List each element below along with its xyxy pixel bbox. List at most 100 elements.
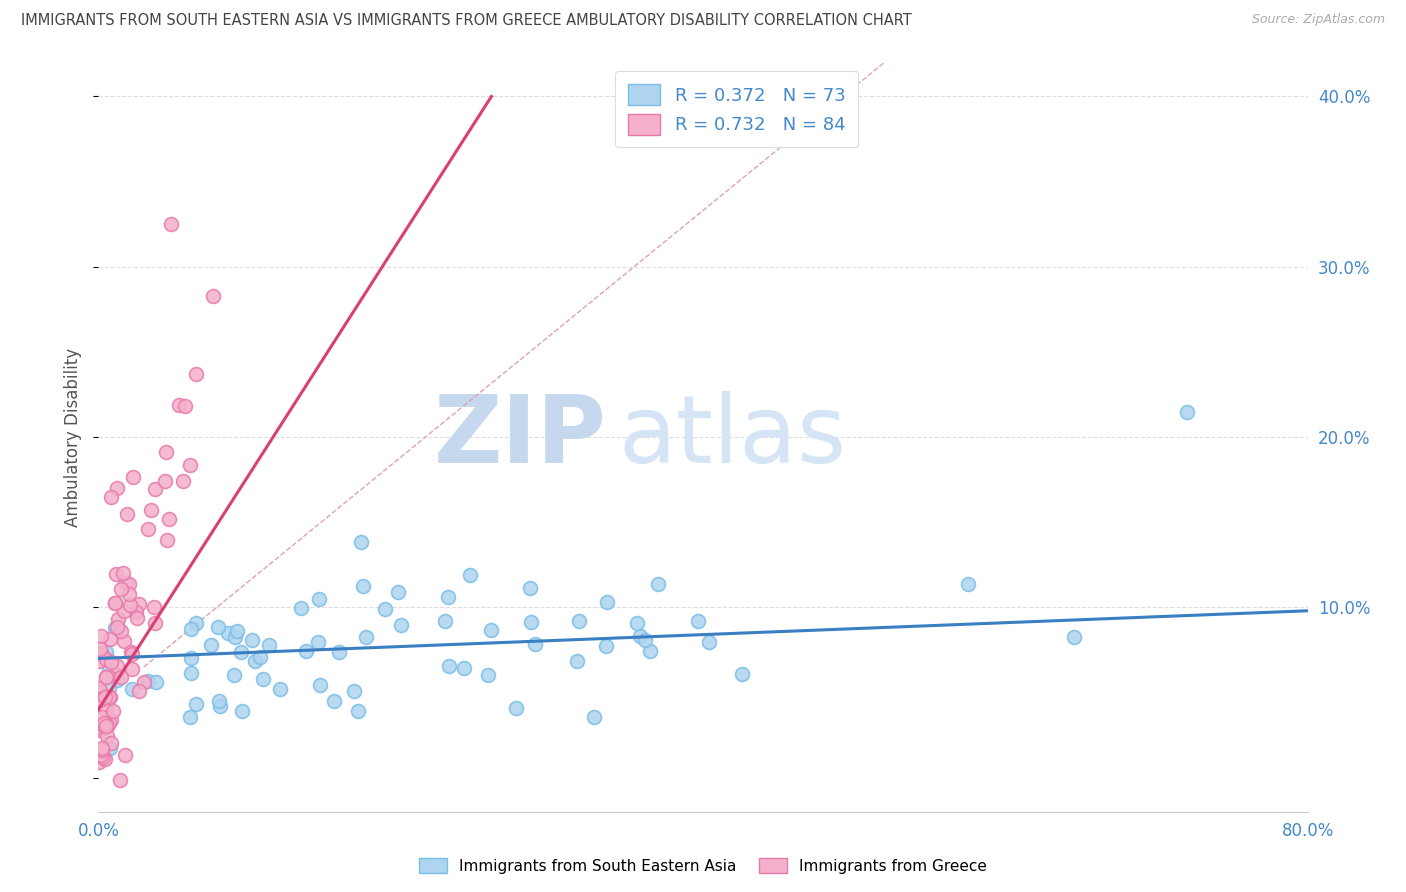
Point <box>647 577 669 591</box>
Point <box>128 597 150 611</box>
Point <box>94 717 117 731</box>
Point <box>184 616 207 631</box>
Point <box>156 533 179 548</box>
Point <box>110 624 132 639</box>
Point <box>160 217 183 231</box>
Point <box>100 656 122 670</box>
Point <box>96 729 118 743</box>
Point <box>595 639 617 653</box>
Point <box>145 674 167 689</box>
Point <box>121 662 143 676</box>
Point <box>89 755 111 769</box>
Point <box>94 670 117 684</box>
Point <box>141 503 163 517</box>
Point <box>112 634 135 648</box>
Point <box>136 674 159 689</box>
Point <box>389 617 412 632</box>
Point <box>208 699 231 714</box>
Point <box>107 611 129 625</box>
Point <box>87 681 110 695</box>
Point <box>169 398 191 412</box>
Point <box>257 638 280 652</box>
Point <box>520 615 543 629</box>
Point <box>89 642 111 657</box>
Point <box>96 720 118 734</box>
Point <box>136 522 159 536</box>
Point <box>434 614 457 628</box>
Point <box>105 620 128 634</box>
Point <box>217 625 239 640</box>
Point <box>229 646 252 660</box>
Point <box>105 659 128 673</box>
Point <box>460 567 482 582</box>
Point <box>98 690 121 704</box>
Y-axis label: Ambulatory Disability: Ambulatory Disability <box>65 348 83 526</box>
Point <box>347 704 370 718</box>
Point <box>118 587 141 601</box>
Point <box>118 577 141 591</box>
Point <box>387 585 409 599</box>
Point <box>240 633 263 648</box>
Point <box>226 624 249 639</box>
Point <box>87 721 110 735</box>
Point <box>342 683 364 698</box>
Point <box>180 651 202 665</box>
Point <box>207 620 229 634</box>
Text: Source: ZipAtlas.com: Source: ZipAtlas.com <box>1251 13 1385 27</box>
Point <box>94 719 117 733</box>
Point <box>108 772 131 787</box>
Point <box>354 630 377 644</box>
Point <box>1175 404 1198 418</box>
Point <box>89 684 111 698</box>
Legend: Immigrants from South Eastern Asia, Immigrants from Greece: Immigrants from South Eastern Asia, Immi… <box>413 852 993 880</box>
Point <box>89 693 111 707</box>
Point <box>98 663 121 677</box>
Point <box>100 714 122 728</box>
Point <box>110 582 132 596</box>
Point <box>155 444 177 458</box>
Point <box>90 646 112 660</box>
Point <box>87 691 110 706</box>
Point <box>125 605 148 619</box>
Point <box>184 697 207 711</box>
Point <box>112 566 135 580</box>
Point <box>186 367 208 381</box>
Point <box>98 740 121 755</box>
Point <box>567 654 589 668</box>
Point <box>172 475 194 489</box>
Point <box>105 481 128 495</box>
Point <box>104 667 127 681</box>
Point <box>104 596 127 610</box>
Point <box>100 736 122 750</box>
Point <box>523 637 546 651</box>
Point <box>97 718 120 732</box>
Point <box>688 614 710 628</box>
Point <box>112 604 135 618</box>
Point <box>626 615 648 630</box>
Point <box>295 644 318 658</box>
Point <box>638 643 661 657</box>
Point <box>582 710 605 724</box>
Point <box>519 582 541 596</box>
Point <box>328 645 350 659</box>
Point <box>596 595 619 609</box>
Point <box>243 654 266 668</box>
Point <box>308 591 330 606</box>
Point <box>114 747 136 762</box>
Point <box>101 704 124 718</box>
Point <box>374 602 396 616</box>
Point <box>93 715 115 730</box>
Point <box>91 741 114 756</box>
Point <box>634 633 657 648</box>
Point <box>122 470 145 484</box>
Point <box>91 710 114 724</box>
Point <box>697 634 720 648</box>
Point <box>157 511 180 525</box>
Point <box>350 534 373 549</box>
Point <box>120 645 142 659</box>
Point <box>505 700 527 714</box>
Point <box>94 645 117 659</box>
Point <box>128 684 150 698</box>
Point <box>224 630 246 644</box>
Point <box>100 490 122 504</box>
